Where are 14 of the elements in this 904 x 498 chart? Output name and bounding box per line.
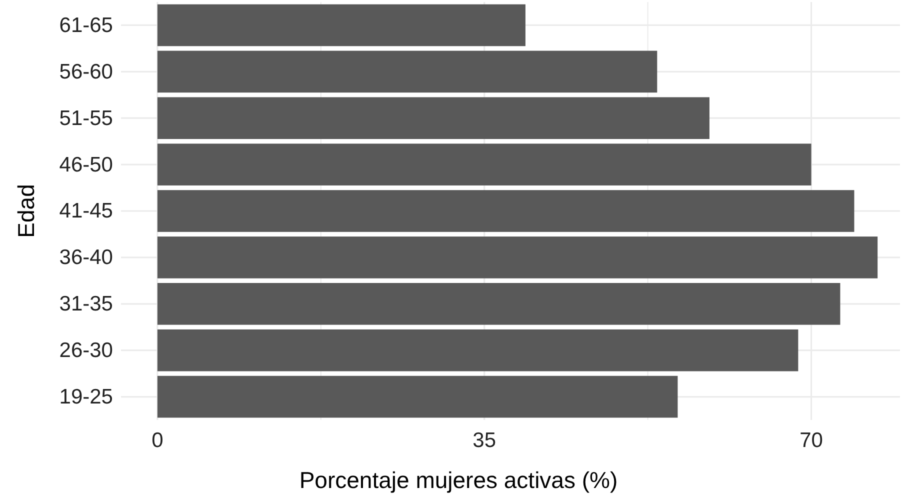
y-tick-label: 19-25 bbox=[59, 386, 113, 408]
x-tick-label: 70 bbox=[800, 428, 823, 452]
y-tick-label: 51-55 bbox=[59, 106, 113, 130]
y-axis-title: Edad bbox=[13, 184, 39, 238]
y-tick-label: 31-35 bbox=[59, 292, 113, 316]
x-tick-label: 0 bbox=[152, 428, 164, 452]
y-tick-label: 36-40 bbox=[59, 246, 113, 270]
x-axis-title: Porcentaje mujeres activas (%) bbox=[299, 467, 618, 493]
y-tick-label: 46-50 bbox=[59, 153, 113, 176]
y-tick-label: 26-30 bbox=[59, 339, 113, 362]
y-tick-label: 41-45 bbox=[59, 200, 113, 223]
y-tick-label: 56-60 bbox=[59, 60, 113, 84]
x-tick-label: 35 bbox=[472, 428, 496, 452]
y-tick-label: 61-65 bbox=[59, 14, 113, 37]
